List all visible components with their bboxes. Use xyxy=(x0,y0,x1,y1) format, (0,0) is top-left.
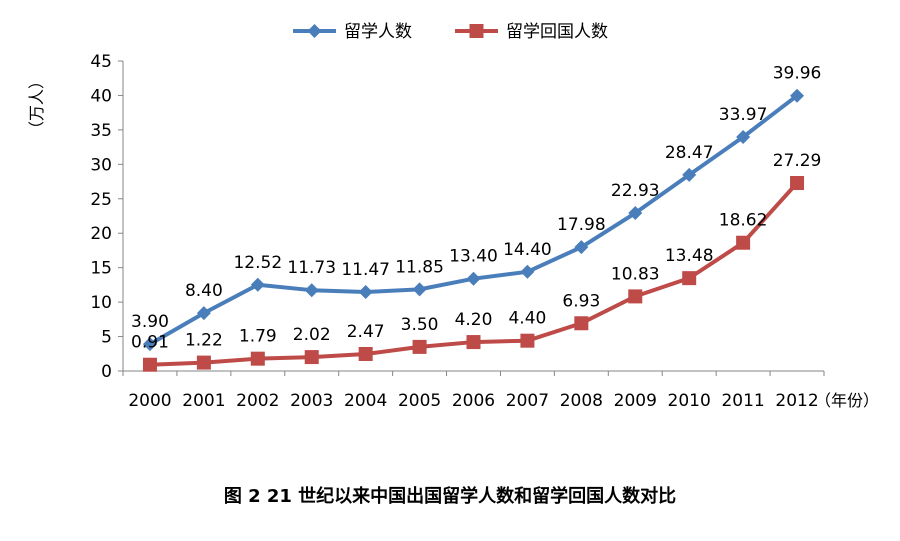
x-tick-label: 2005 xyxy=(398,391,441,411)
y-tick-label: 5 xyxy=(101,328,112,348)
data-point xyxy=(142,337,157,352)
data-label: 4.20 xyxy=(455,310,493,330)
legend-marker xyxy=(307,24,322,38)
data-point xyxy=(250,277,265,292)
data-label: 28.47 xyxy=(665,143,714,163)
data-point xyxy=(358,346,373,361)
data-label: 8.40 xyxy=(185,281,223,301)
data-point xyxy=(412,339,427,354)
data-label: 3.90 xyxy=(131,312,169,332)
x-tick-label: 2004 xyxy=(344,391,387,411)
data-label: 10.83 xyxy=(611,264,660,284)
data-label: 17.98 xyxy=(557,215,606,235)
y-tick-label: 25 xyxy=(90,190,112,210)
legend-item-1: 留学人数 xyxy=(293,22,412,42)
data-label: 12.52 xyxy=(233,253,282,273)
series-2: 0.91 1.22 1.79 2.02 2.47 3.50 4.20 4.40 6.93 10.8… xyxy=(131,151,821,372)
data-point xyxy=(250,351,265,366)
data-point xyxy=(196,306,211,321)
x-axis-unit-label: （年份） xyxy=(815,391,879,410)
data-label: 0.91 xyxy=(131,333,169,353)
x-axis-ticks: 2000 2001 2002 2003 2004 2005 2006 2007 2008 2009… xyxy=(122,371,825,411)
data-point xyxy=(304,350,319,365)
data-label: 39.96 xyxy=(773,64,822,84)
data-label: 14.40 xyxy=(503,240,552,260)
data-point xyxy=(574,316,589,331)
data-label: 2.02 xyxy=(293,325,331,345)
y-tick-label: 0 xyxy=(101,362,112,382)
legend: 留学人数 留学回国人数 xyxy=(293,22,608,42)
data-point xyxy=(196,355,211,370)
data-point xyxy=(628,206,643,221)
data-label: 27.29 xyxy=(773,151,822,171)
data-label: 3.50 xyxy=(401,315,439,335)
data-point xyxy=(574,240,589,255)
x-tick-label: 2003 xyxy=(290,391,333,411)
x-tick-label: 2000 xyxy=(128,391,171,411)
x-tick-label: 2001 xyxy=(182,391,225,411)
data-point xyxy=(466,335,481,350)
x-tick-label: 2008 xyxy=(560,391,603,411)
x-tick-label: 2010 xyxy=(668,391,711,411)
y-tick-label: 15 xyxy=(90,259,112,279)
data-label: 13.40 xyxy=(449,247,498,267)
x-tick-label: 2007 xyxy=(506,391,549,411)
legend-item-2: 留学回国人数 xyxy=(455,22,608,42)
data-point xyxy=(682,167,697,182)
data-label: 11.85 xyxy=(395,257,444,277)
y-axis-unit-label: （万人） xyxy=(27,73,46,137)
y-tick-label: 45 xyxy=(90,52,112,72)
data-point xyxy=(358,284,373,299)
series-line xyxy=(148,94,799,346)
data-point xyxy=(790,176,805,191)
data-point xyxy=(142,357,157,372)
axes xyxy=(122,61,824,372)
data-point xyxy=(628,289,643,304)
data-point xyxy=(736,235,751,250)
data-label: 1.79 xyxy=(239,327,277,347)
data-label: 1.22 xyxy=(185,331,223,351)
legend-marker xyxy=(469,24,484,38)
x-tick-label: 2009 xyxy=(614,391,657,411)
data-label: 2.47 xyxy=(347,322,385,342)
y-axis-ticks: 0 5 10 15 20 25 30 35 40 45 xyxy=(90,52,123,382)
data-point xyxy=(412,282,427,297)
y-tick-label: 20 xyxy=(90,224,112,244)
data-label: 13.48 xyxy=(665,246,714,266)
data-label: 33.97 xyxy=(719,105,768,125)
x-tick-label: 2012 xyxy=(775,391,818,411)
y-tick-label: 10 xyxy=(90,293,112,313)
data-label: 22.93 xyxy=(611,181,660,201)
legend-label: 留学人数 xyxy=(344,22,412,42)
data-point xyxy=(682,271,697,286)
data-label: 11.47 xyxy=(341,260,390,280)
data-label: 18.62 xyxy=(719,211,768,231)
figure-caption: 图 2 21 世纪以来中国出国留学人数和留学回国人数对比 xyxy=(224,485,676,507)
x-tick-label: 2011 xyxy=(721,391,764,411)
legend-label: 留学回国人数 xyxy=(506,22,608,42)
data-point xyxy=(520,264,535,279)
x-tick-label: 2002 xyxy=(236,391,279,411)
data-point xyxy=(790,88,805,103)
x-tick-label: 2006 xyxy=(452,391,495,411)
y-tick-label: 35 xyxy=(90,121,112,141)
y-tick-label: 30 xyxy=(90,155,112,175)
data-point xyxy=(304,283,319,298)
y-tick-label: 40 xyxy=(90,86,112,106)
data-point xyxy=(736,129,751,144)
data-label: 6.93 xyxy=(562,291,600,311)
data-point xyxy=(466,271,481,286)
data-label: 11.73 xyxy=(287,258,336,278)
data-point xyxy=(520,333,535,348)
data-label: 4.40 xyxy=(508,309,546,329)
